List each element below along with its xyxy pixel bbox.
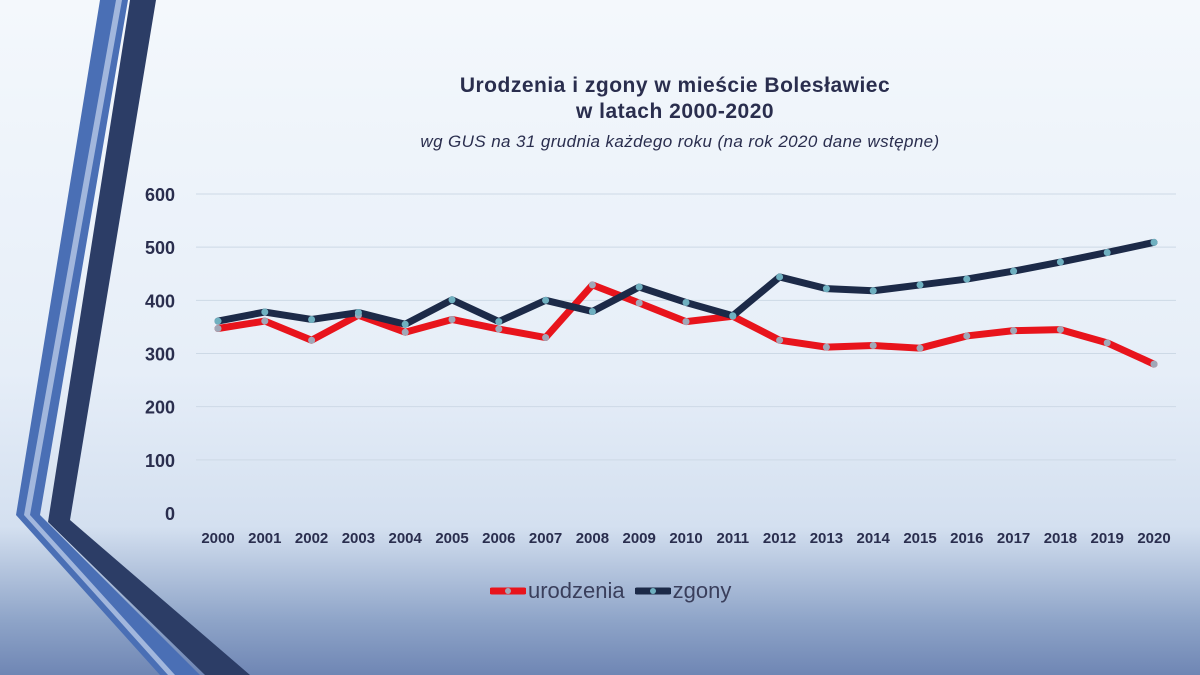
data-point-zgony [261,308,269,316]
x-tick-label: 2016 [950,530,983,547]
data-point-zgony [869,287,877,295]
data-point-urodzenia [261,317,269,325]
data-point-urodzenia [1103,339,1111,347]
x-tick-label: 2008 [576,530,609,547]
data-point-urodzenia [1056,326,1064,334]
x-tick-label: 2011 [717,530,750,547]
x-tick-label: 2020 [1137,530,1170,547]
data-point-zgony [729,312,737,320]
data-point-urodzenia [916,344,924,352]
data-point-urodzenia [869,342,877,350]
legend: urodzenia zgony [490,578,735,604]
data-point-zgony [354,309,362,317]
data-point-zgony [822,285,830,293]
x-tick-label: 2009 [623,530,656,547]
x-tick-label: 2001 [248,530,281,547]
legend-label-urodzenia: urodzenia [528,578,625,603]
x-tick-label: 2004 [389,530,423,547]
data-point-urodzenia [635,299,643,307]
chart-title: Urodzenia i zgony w mieście Bolesławiec [459,74,891,97]
data-point-zgony [542,296,550,304]
legend-item-urodzenia: urodzenia [490,578,625,604]
x-tick-label: 2010 [669,530,702,547]
x-tick-label: 2015 [903,530,936,547]
x-tick-label: 2014 [857,530,891,547]
data-point-urodzenia [214,325,222,333]
data-point-urodzenia [448,315,456,323]
data-point-zgony [916,281,924,289]
data-point-zgony [635,283,643,291]
data-point-zgony [588,307,596,315]
legend-marker-urodzenia [490,587,526,595]
y-tick-label: 300 [145,345,175,365]
legend-label-zgony: zgony [672,578,732,603]
x-tick-label: 2007 [529,530,562,547]
data-point-zgony [308,315,316,323]
data-point-urodzenia [495,325,503,333]
y-tick-label: 0 [165,504,175,524]
data-point-urodzenia [542,334,550,342]
legend-marker-zgony [634,587,671,595]
data-point-urodzenia [963,332,971,340]
data-point-urodzenia [1010,327,1018,335]
data-point-zgony [776,273,784,281]
data-point-urodzenia [776,336,784,344]
y-tick-label: 400 [145,291,175,311]
data-point-urodzenia [1150,360,1158,368]
data-point-zgony [1103,248,1111,256]
data-point-zgony [214,317,222,325]
data-point-urodzenia [822,343,830,351]
data-point-zgony [1010,267,1018,275]
data-point-zgony [495,318,503,326]
data-point-urodzenia [588,281,596,289]
y-tick-label: 200 [145,398,175,418]
x-tick-label: 2012 [763,530,796,547]
legend-item-zgony: zgony [634,578,732,604]
data-point-zgony [448,296,456,304]
x-tick-label: 2002 [295,530,328,547]
x-tick-label: 2017 [997,530,1030,547]
x-tick-label: 2003 [342,530,375,547]
data-point-urodzenia [682,318,690,326]
data-point-zgony [401,320,409,328]
x-tick-label: 2018 [1044,530,1077,547]
data-point-urodzenia [401,328,409,336]
x-tick-label: 2005 [435,530,468,547]
data-point-zgony [963,275,971,283]
x-tick-label: 2000 [201,530,234,547]
data-point-urodzenia [308,336,316,344]
y-tick-label: 600 [145,185,175,205]
x-tick-label: 2013 [810,530,843,547]
y-tick-label: 500 [145,238,175,258]
data-point-zgony [682,298,690,306]
chart-title-line2: w latach 2000-2020 [575,100,775,123]
x-tick-label: 2006 [482,530,515,547]
data-point-zgony [1056,258,1064,266]
x-tick-label: 2019 [1091,530,1124,547]
decorative-stripes [16,0,250,675]
chart-subtitle: wg GUS na 31 grudnia każdego roku (na ro… [420,132,940,151]
data-point-zgony [1150,238,1158,246]
y-tick-label: 100 [145,451,175,471]
